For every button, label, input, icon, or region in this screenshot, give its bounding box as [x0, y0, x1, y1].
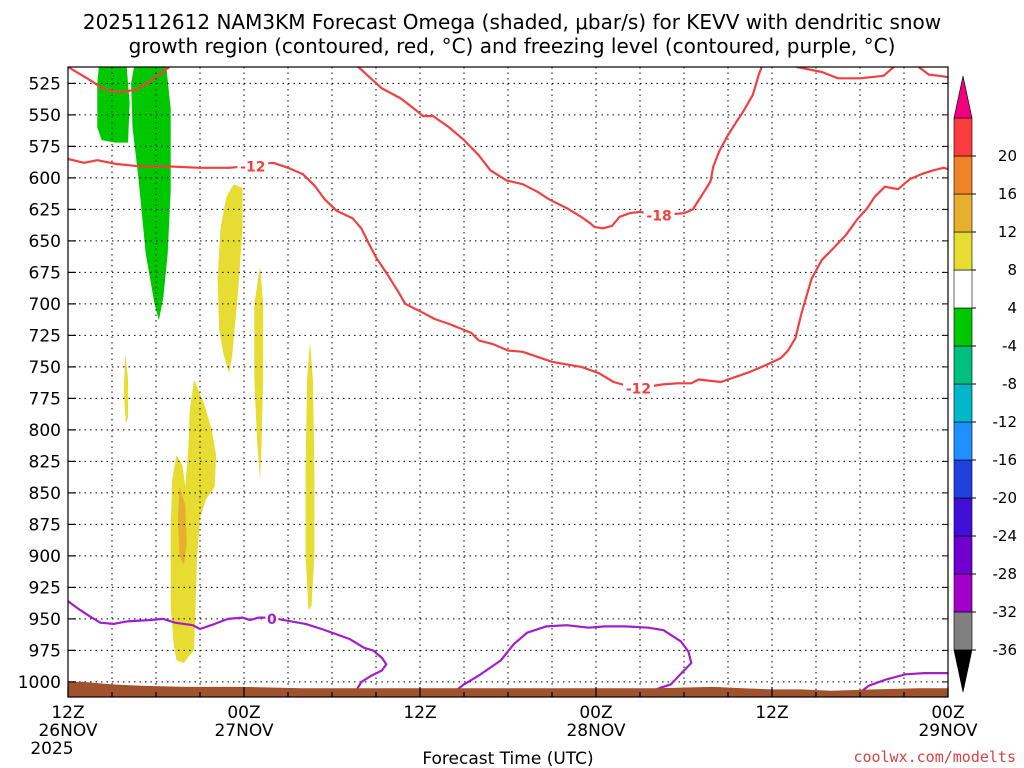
- omega-region-yellow-2: [217, 184, 243, 374]
- contour-label-bg: [643, 207, 675, 224]
- x-tick-label: 00Z: [579, 703, 612, 723]
- colorbar-bin: [953, 573, 973, 613]
- x-tick-label: 00Z: [931, 703, 964, 723]
- contours: [68, 67, 948, 696]
- contour-line-1: [68, 157, 948, 389]
- x-tick-label: 27NOV: [214, 721, 273, 741]
- colorbar-label: -8: [1002, 375, 1017, 393]
- omega-region-orange-7: [178, 486, 187, 565]
- colorbar-bin: [953, 231, 973, 271]
- y-tick-label: 900: [29, 547, 61, 567]
- colorbar-bin: [953, 307, 973, 347]
- colorbar-bin: [953, 117, 973, 157]
- chart-title-line2: growth region (contoured, red, °C) and f…: [129, 34, 896, 58]
- colorbar-bin: [953, 459, 973, 499]
- colorbar-bin: [953, 155, 973, 195]
- x-tick-label: 2025: [30, 739, 73, 759]
- y-tick-label: 925: [29, 578, 61, 598]
- colorbar-label: -36: [993, 641, 1018, 659]
- y-tick-label: 975: [29, 641, 61, 661]
- x-tick-label: 12Z: [403, 703, 436, 723]
- colorbar-bin: [953, 383, 973, 423]
- y-tick-label: 700: [29, 295, 61, 315]
- colorbar-bin: [953, 611, 973, 651]
- colorbar-bin: [953, 193, 973, 233]
- contour-line-2: [357, 67, 763, 230]
- y-tick-label: 575: [29, 137, 61, 157]
- x-tick-label: 12Z: [755, 703, 788, 723]
- x-tick-label: 12Z: [51, 703, 84, 723]
- colorbar-bin: [953, 535, 973, 575]
- contour-line-5: [68, 600, 388, 696]
- x-axis-label: Forecast Time (UTC): [422, 749, 593, 768]
- colorbar-label: 4: [1007, 299, 1017, 317]
- omega-region-green-0: [97, 67, 130, 143]
- colorbar-low-arrow: [953, 649, 973, 693]
- colorbar-label: -32: [993, 603, 1018, 621]
- y-tick-label: 600: [29, 169, 61, 189]
- y-tick-label: 625: [29, 200, 61, 220]
- colorbar-label: -16: [993, 451, 1018, 469]
- y-tick-label: 725: [29, 326, 61, 346]
- colorbar-label: -12: [993, 413, 1018, 431]
- x-tick-label: 00Z: [227, 703, 260, 723]
- x-tick-label: 26NOV: [38, 721, 97, 741]
- colorbar-label: -28: [993, 565, 1018, 583]
- colorbar-bin: [953, 497, 973, 537]
- colorbar-label: -24: [993, 527, 1018, 545]
- y-tick-label: 675: [29, 263, 61, 283]
- colorbar-label: 12: [998, 223, 1017, 241]
- colorbar-label: 16: [998, 185, 1017, 203]
- colorbar-label: 8: [1007, 261, 1017, 279]
- contour-label: -12: [626, 381, 651, 397]
- contour-label: -12: [240, 160, 265, 176]
- y-tick-label: 825: [29, 452, 61, 472]
- omega-region-yellow-5: [170, 379, 217, 663]
- y-tick-label: 1000: [18, 673, 61, 693]
- y-tick-label: 875: [29, 515, 61, 535]
- contour-label: 0: [267, 612, 277, 628]
- colorbar-bin: [953, 345, 973, 385]
- contour-label-bg: [623, 380, 655, 397]
- omega-region-yellow-6: [305, 341, 315, 611]
- credit-text: coolwx.com/modelts: [853, 748, 1016, 766]
- y-tick-label: 950: [29, 610, 61, 630]
- y-axis: 525 550 575 600 625 650 675 700 725 750 775 800 825 8…: [18, 74, 948, 693]
- gridlines: [68, 67, 948, 697]
- colorbar-label: -4: [1002, 337, 1017, 355]
- y-tick-label: 525: [29, 74, 61, 94]
- colorbar-bin: [953, 269, 973, 309]
- y-tick-label: 800: [29, 421, 61, 441]
- y-tick-label: 550: [29, 106, 61, 126]
- y-tick-label: 750: [29, 358, 61, 378]
- x-tick-label: 28NOV: [566, 721, 625, 741]
- chart-title-line1: 2025112612 NAM3KM Forecast Omega (shaded…: [83, 10, 941, 34]
- y-tick-label: 650: [29, 232, 61, 252]
- colorbar-label: 20: [998, 147, 1017, 165]
- y-tick-label: 775: [29, 389, 61, 409]
- y-tick-label: 850: [29, 484, 61, 504]
- contour-line-7: [856, 672, 948, 696]
- omega-region-yellow-4: [123, 354, 129, 424]
- contour-line-6: [449, 624, 693, 696]
- omega-region-yellow-3: [254, 266, 264, 481]
- colorbar-high-arrow: [953, 75, 973, 119]
- colorbar: -36 -32 -28 -24 -20 -16 -12 -8 -4 4 8 12 16 20: [953, 75, 1018, 693]
- contour-label: -18: [646, 209, 671, 225]
- contour-label-bg: [237, 158, 269, 175]
- x-tick-label: 29NOV: [918, 721, 977, 741]
- colorbar-bin: [953, 421, 973, 461]
- contour-labels: -12 -18 -12 0: [237, 158, 675, 628]
- colorbar-label: -20: [993, 489, 1018, 507]
- omega-region-green-1: [131, 67, 171, 321]
- contour-line-0: [68, 67, 171, 94]
- contour-label-bg: [265, 610, 279, 627]
- contour-line-4: [917, 67, 948, 79]
- contour-line-3: [795, 67, 895, 80]
- omega-shading: [97, 67, 315, 663]
